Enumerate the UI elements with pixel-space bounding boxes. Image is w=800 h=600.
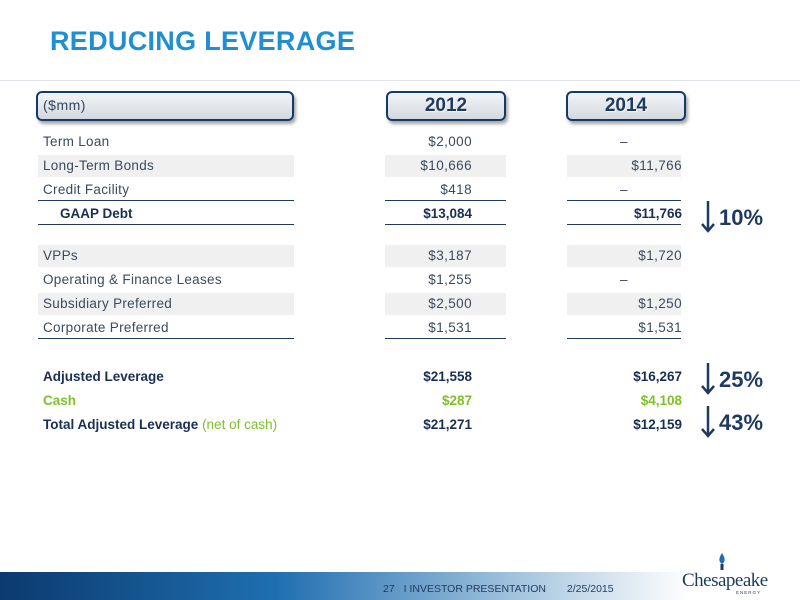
value-2012: $2,000 <box>428 134 472 149</box>
value-2012: $21,271 <box>423 417 472 432</box>
value-2014: $11,766 <box>633 206 682 221</box>
value-2012: $1,255 <box>428 272 472 287</box>
footer: 27 I INVESTOR PRESENTATION 2/25/2015 <box>383 583 620 595</box>
row-label: GAAP Debt <box>60 206 133 221</box>
table-row-credit-facility: Credit Facility $418 – <box>0 179 800 201</box>
units-header: ($mm) <box>36 91 294 121</box>
value-2012: $3,187 <box>428 248 472 263</box>
row-label: Total Adjusted Leverage (net of cash) <box>43 417 277 432</box>
value-2014: – <box>620 134 628 149</box>
row-label-text: Total Adjusted Leverage <box>43 417 199 432</box>
reduction-percent: 43% <box>719 410 764 435</box>
table-row-leases: Operating & Finance Leases $1,255 – <box>0 269 800 291</box>
down-arrow-icon <box>701 406 715 438</box>
value-2014: $4,108 <box>640 393 682 408</box>
table-row-long-term-bonds: Long-Term Bonds $10,666 $11,766 <box>0 155 800 177</box>
value-2012: $287 <box>441 393 472 408</box>
row-label: Credit Facility <box>43 182 130 197</box>
table-row-adjusted-leverage: Adjusted Leverage $21,558 $16,267 <box>0 366 800 388</box>
value-2014: $11,766 <box>631 158 682 173</box>
reduction-percent: 10% <box>719 205 764 230</box>
value-2014: – <box>620 182 628 197</box>
row-label: Operating & Finance Leases <box>43 272 222 287</box>
flame-icon <box>719 553 725 570</box>
value-2012: $21,558 <box>423 369 472 384</box>
footer-band <box>0 572 690 600</box>
page-number: 27 <box>383 583 395 595</box>
row-divider <box>38 200 294 201</box>
table-row-corporate-preferred: Corporate Preferred $1,531 $1,531 <box>0 317 800 339</box>
title-divider <box>0 80 800 81</box>
slide-title: REDUCING LEVERAGE <box>50 26 356 56</box>
row-divider <box>385 338 506 339</box>
table-row-total-adjusted-leverage: Total Adjusted Leverage (net of cash) $2… <box>0 414 800 436</box>
value-2014: $1,720 <box>638 248 682 263</box>
value-2014: $12,159 <box>633 417 682 432</box>
row-shading <box>567 293 681 315</box>
table-row-subsidiary-preferred: Subsidiary Preferred $2,500 $1,250 <box>0 293 800 315</box>
row-divider <box>385 224 506 225</box>
row-shading <box>38 293 294 315</box>
footer-date: 2/25/2015 <box>566 583 614 595</box>
row-label: Adjusted Leverage <box>43 369 164 384</box>
row-label: Subsidiary Preferred <box>43 296 173 311</box>
year-header-2012: 2012 <box>386 91 506 121</box>
row-shading <box>567 245 681 267</box>
row-label: VPPs <box>43 248 78 263</box>
table-row-cash: Cash $287 $4,108 <box>0 390 800 412</box>
row-shading <box>385 245 506 267</box>
row-divider <box>38 338 294 339</box>
value-2012: $13,084 <box>423 206 472 221</box>
row-shading <box>567 155 681 177</box>
row-shading <box>385 155 506 177</box>
company-logo: Chesapeake ENERGY <box>682 552 790 598</box>
value-2014: $16,267 <box>633 369 682 384</box>
row-label: Long-Term Bonds <box>43 158 155 173</box>
row-divider <box>567 200 681 201</box>
row-label: Term Loan <box>43 134 110 149</box>
table-row-vpps: VPPs $3,187 $1,720 <box>0 245 800 267</box>
reduction-percent: 25% <box>719 367 764 392</box>
year-header-2014: 2014 <box>566 91 686 121</box>
row-shading <box>38 245 294 267</box>
row-shading <box>385 293 506 315</box>
value-2014: $1,531 <box>638 320 682 335</box>
value-2014: $1,250 <box>638 296 682 311</box>
row-shading <box>38 155 294 177</box>
value-2012: $2,500 <box>428 296 472 311</box>
row-divider <box>567 224 681 225</box>
down-arrow-icon <box>701 201 715 233</box>
footer-section: I INVESTOR PRESENTATION <box>403 583 546 595</box>
value-2012: $1,531 <box>428 320 472 335</box>
down-arrow-icon <box>701 363 715 395</box>
row-label: Cash <box>43 393 77 408</box>
logo-wordmark: Chesapeake <box>682 570 768 591</box>
table-row-term-loan: Term Loan $2,000 – <box>0 131 800 153</box>
value-2014: – <box>620 272 628 287</box>
value-2012: $418 <box>440 182 472 197</box>
value-2012: $10,666 <box>420 158 472 173</box>
logo-subtext: ENERGY <box>736 590 762 595</box>
row-divider <box>385 200 506 201</box>
row-label: Corporate Preferred <box>43 320 169 335</box>
row-divider <box>38 224 294 225</box>
row-divider <box>567 338 681 339</box>
row-label-suffix: (net of cash) <box>202 417 278 432</box>
table-row-gaap-debt: GAAP Debt $13,084 $11,766 <box>0 203 800 225</box>
